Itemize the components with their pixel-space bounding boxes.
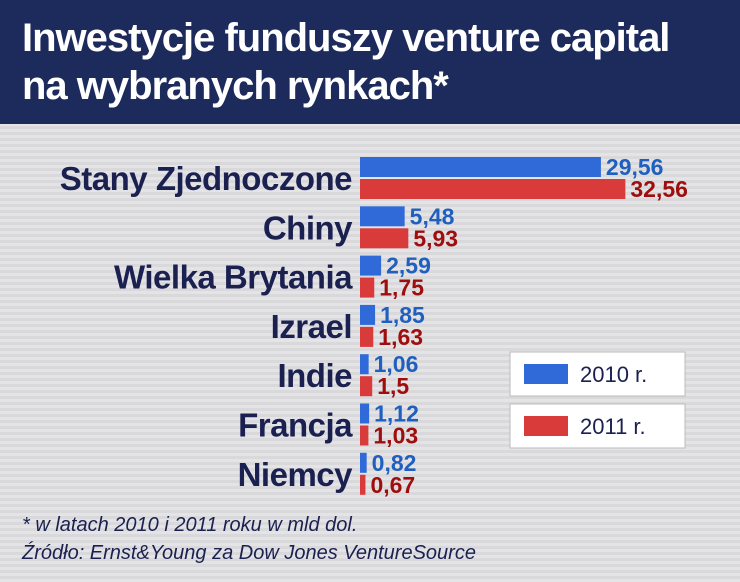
bar [360, 452, 367, 473]
value-label: 2,59 [386, 253, 431, 279]
value-label: 32,56 [630, 176, 688, 202]
bar [360, 228, 409, 249]
bar [360, 474, 366, 495]
bar [360, 425, 369, 446]
category-label: Stany Zjednoczone [60, 160, 352, 197]
bar [360, 326, 374, 347]
bar [360, 179, 626, 199]
legend-label: 2011 r. [580, 414, 646, 439]
category-label: Francja [238, 407, 353, 444]
bar [360, 206, 405, 227]
legend-swatch [524, 364, 568, 384]
category-label: Wielka Brytania [114, 259, 353, 296]
bar [360, 403, 370, 424]
value-label: 0,67 [370, 472, 415, 498]
value-label: 1,12 [374, 401, 419, 427]
category-label: Izrael [271, 308, 352, 345]
category-label: Chiny [263, 209, 353, 246]
bar [360, 376, 373, 397]
value-label: 5,48 [410, 203, 455, 229]
value-label: 1,85 [380, 302, 425, 328]
header: Inwestycje funduszy venture capital na w… [0, 0, 740, 124]
chart-title: Inwestycje funduszy venture capital na w… [22, 16, 670, 108]
value-label: 1,03 [373, 423, 418, 449]
source: Źródło: Ernst&Young za Dow Jones Venture… [22, 542, 476, 564]
category-label: Indie [277, 357, 352, 394]
value-label: 5,93 [413, 225, 458, 251]
value-label: 1,63 [378, 324, 423, 350]
bar [360, 277, 375, 298]
bar [360, 354, 369, 375]
legend-label: 2010 r. [580, 362, 647, 387]
value-label: 29,56 [606, 154, 664, 180]
legend-swatch [524, 416, 568, 436]
value-label: 1,5 [377, 373, 409, 399]
bar [360, 157, 601, 177]
bar [360, 304, 376, 325]
bar [360, 255, 382, 276]
value-label: 1,75 [379, 275, 424, 301]
value-label: 0,82 [372, 450, 417, 476]
footnote: * w latach 2010 i 2011 roku w mld dol. [22, 514, 358, 536]
value-label: 1,06 [374, 351, 419, 377]
category-label: Niemcy [238, 456, 354, 493]
